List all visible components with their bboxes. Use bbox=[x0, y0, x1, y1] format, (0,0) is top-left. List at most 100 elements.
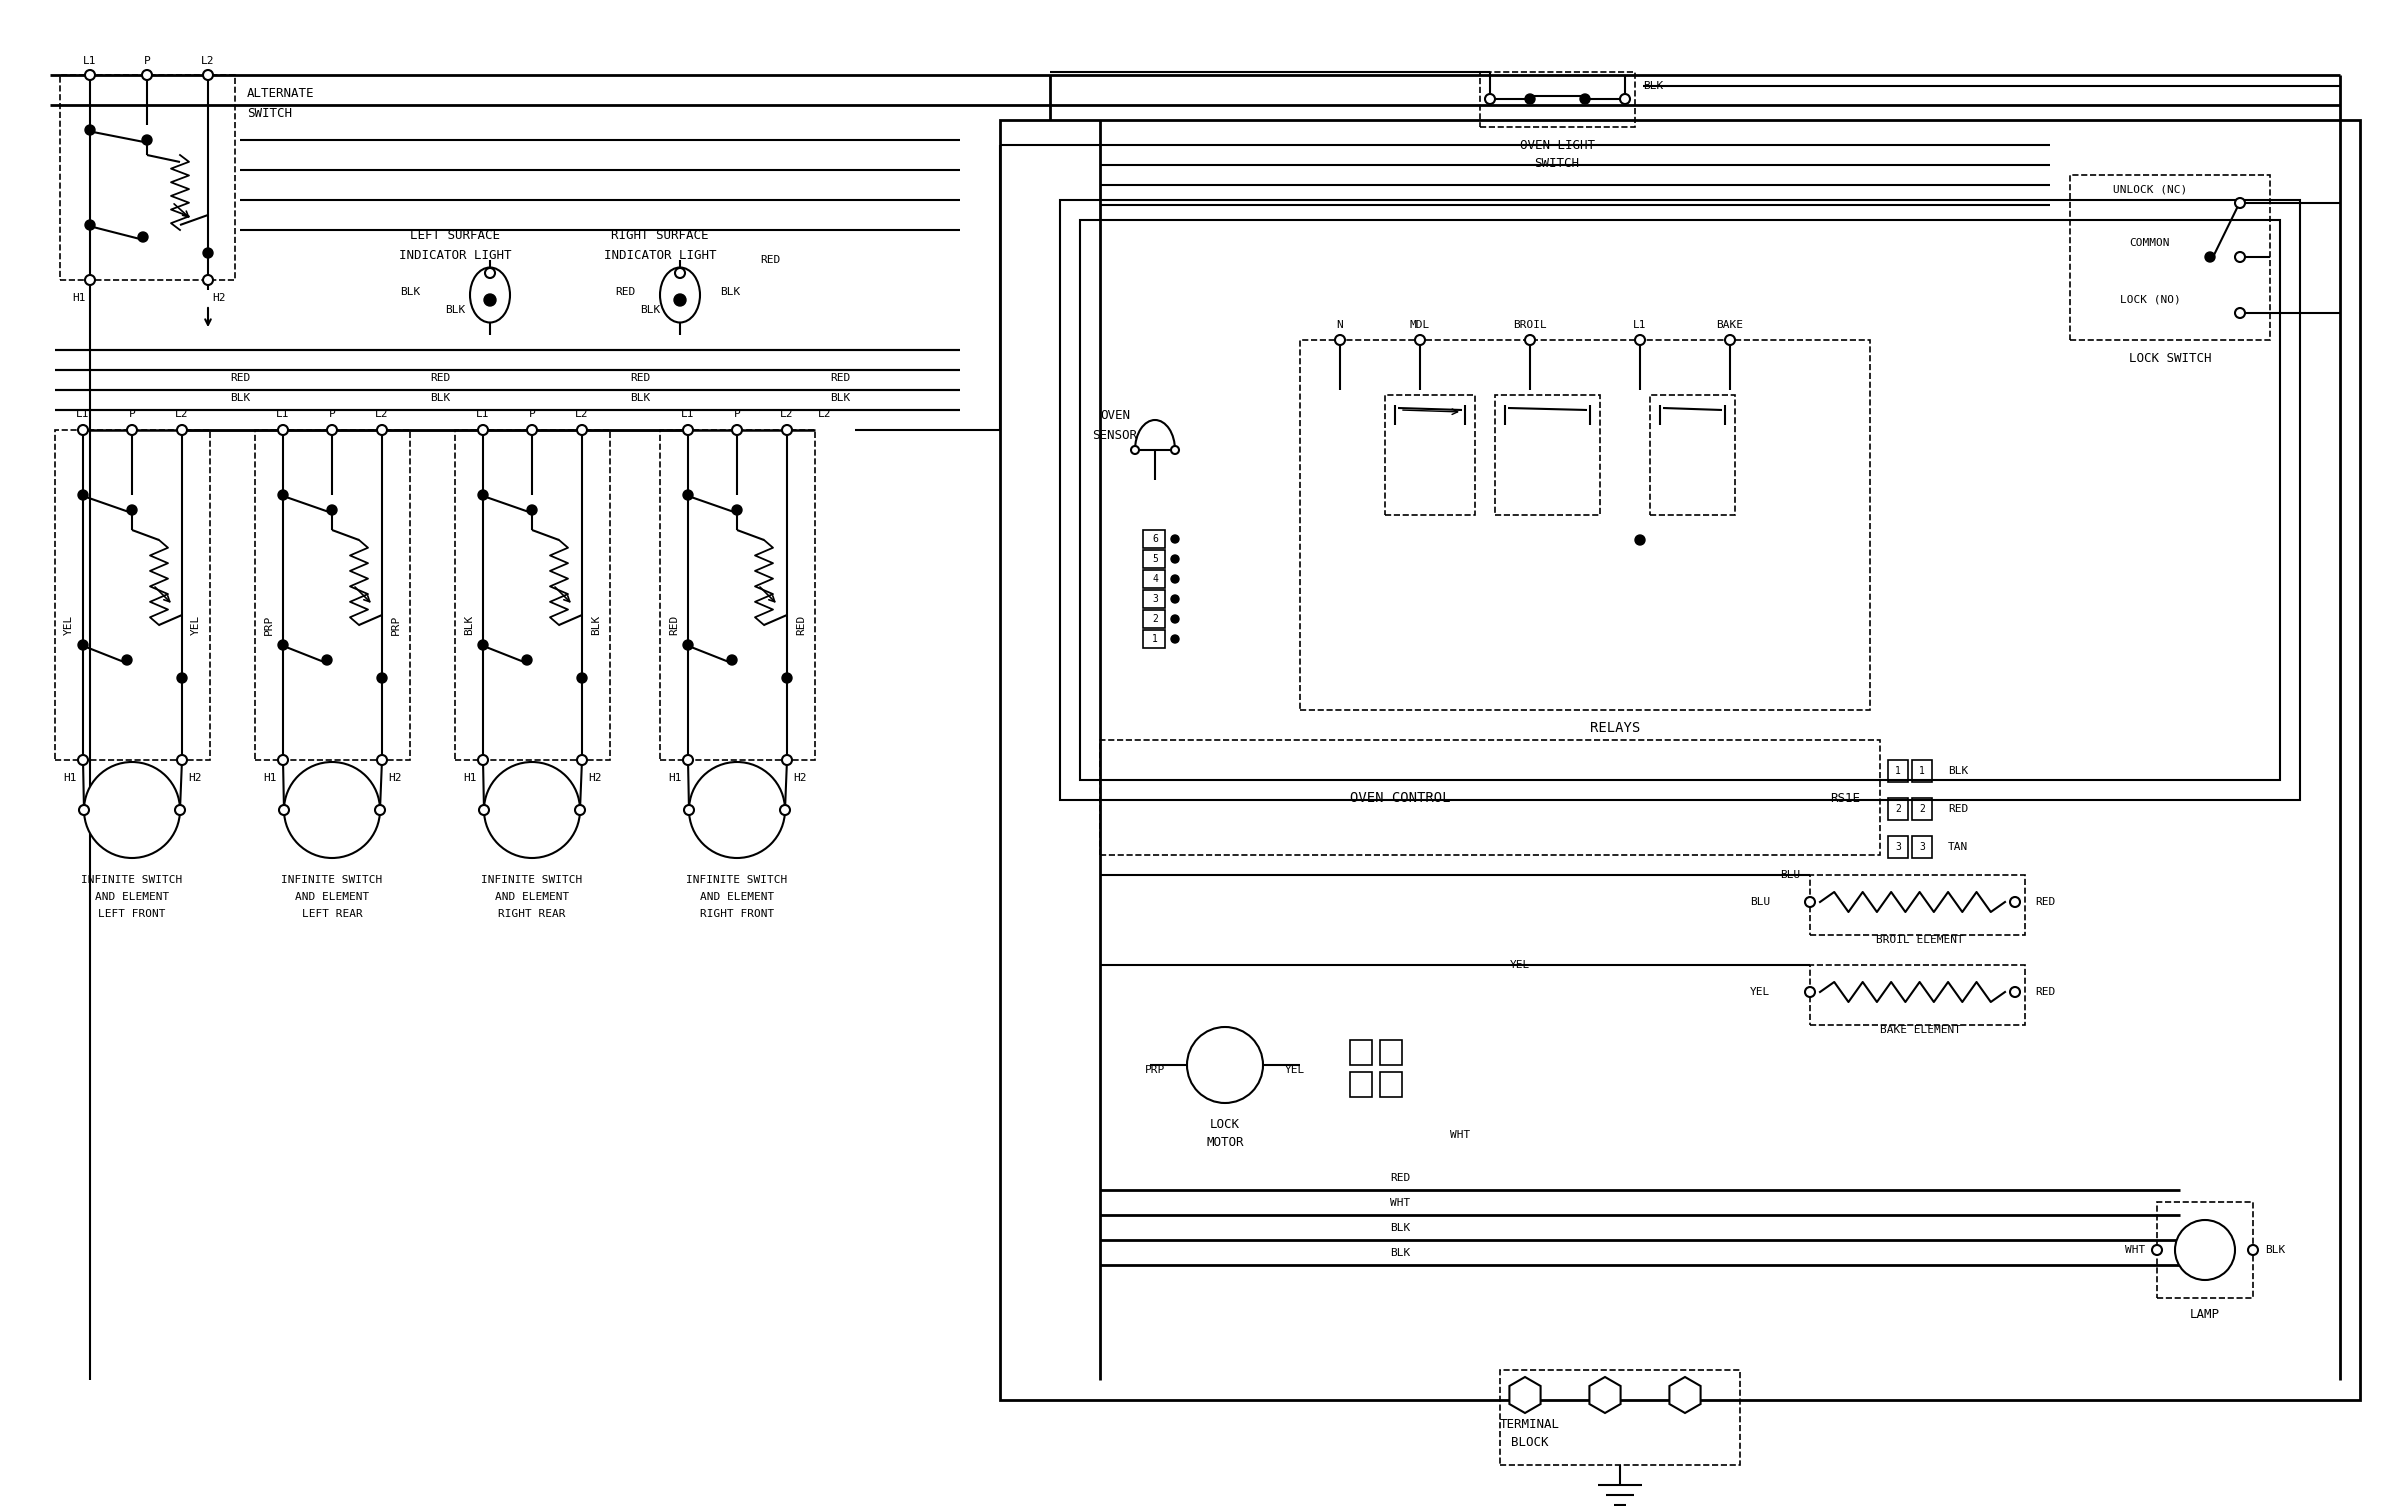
Circle shape bbox=[127, 425, 136, 435]
Circle shape bbox=[86, 125, 96, 136]
Bar bbox=[1810, 875, 2025, 935]
Circle shape bbox=[376, 755, 388, 765]
Circle shape bbox=[527, 425, 536, 435]
Text: INFINITE SWITCH: INFINITE SWITCH bbox=[81, 875, 182, 886]
Text: 2: 2 bbox=[1152, 614, 1159, 623]
Circle shape bbox=[79, 640, 89, 651]
Text: INDICATOR LIGHT: INDICATOR LIGHT bbox=[603, 248, 716, 262]
Circle shape bbox=[323, 655, 333, 666]
Text: 1: 1 bbox=[1152, 634, 1159, 645]
Bar bbox=[1350, 1041, 1372, 1065]
Bar bbox=[1001, 120, 2360, 1401]
Text: BAKE: BAKE bbox=[1716, 319, 1743, 330]
Text: 6: 6 bbox=[1152, 535, 1159, 544]
Text: AND ELEMENT: AND ELEMENT bbox=[96, 892, 170, 902]
Text: L1: L1 bbox=[77, 410, 89, 419]
Circle shape bbox=[1171, 636, 1178, 643]
Text: RED: RED bbox=[668, 614, 680, 636]
Text: 5: 5 bbox=[1152, 554, 1159, 565]
Text: AND ELEMENT: AND ELEMENT bbox=[496, 892, 570, 902]
Circle shape bbox=[79, 489, 89, 500]
Circle shape bbox=[285, 762, 381, 858]
Text: WHT: WHT bbox=[1451, 1130, 1470, 1140]
Text: SENSOR: SENSOR bbox=[1092, 429, 1137, 441]
Text: INDICATOR LIGHT: INDICATOR LIGHT bbox=[400, 248, 512, 262]
Circle shape bbox=[780, 806, 790, 815]
Text: RED: RED bbox=[831, 373, 850, 383]
Circle shape bbox=[376, 425, 388, 435]
Circle shape bbox=[177, 673, 187, 684]
Text: H2: H2 bbox=[589, 773, 601, 783]
Bar bbox=[1913, 798, 1932, 819]
Text: MOTOR: MOTOR bbox=[1207, 1137, 1245, 1149]
Bar bbox=[455, 431, 610, 761]
Circle shape bbox=[1415, 334, 1424, 345]
Text: L2: L2 bbox=[376, 410, 388, 419]
Bar bbox=[60, 75, 235, 280]
Text: PRP: PRP bbox=[263, 614, 273, 636]
Bar bbox=[1479, 72, 1635, 127]
Circle shape bbox=[2236, 309, 2246, 318]
Text: ALTERNATE: ALTERNATE bbox=[247, 86, 314, 99]
Bar bbox=[2071, 175, 2270, 340]
Text: H2: H2 bbox=[388, 773, 402, 783]
Text: BAKE ELEMENT: BAKE ELEMENT bbox=[1879, 1026, 1961, 1035]
Text: RED: RED bbox=[615, 288, 634, 297]
Ellipse shape bbox=[661, 268, 699, 322]
Circle shape bbox=[2176, 1220, 2236, 1280]
Circle shape bbox=[1635, 535, 1645, 545]
Text: LOCK SWITCH: LOCK SWITCH bbox=[2128, 351, 2212, 364]
Bar bbox=[1810, 965, 2025, 1026]
Circle shape bbox=[1171, 556, 1178, 563]
Text: H1: H1 bbox=[668, 773, 682, 783]
Text: 4: 4 bbox=[1152, 574, 1159, 584]
Text: 2: 2 bbox=[1896, 804, 1901, 815]
Bar bbox=[1913, 836, 1932, 858]
Text: SWITCH: SWITCH bbox=[247, 107, 292, 119]
Text: SWITCH: SWITCH bbox=[1535, 157, 1580, 170]
Circle shape bbox=[575, 806, 584, 815]
Circle shape bbox=[141, 136, 151, 145]
Circle shape bbox=[486, 268, 496, 279]
Text: RED: RED bbox=[630, 373, 651, 383]
Text: H1: H1 bbox=[464, 773, 476, 783]
Text: N: N bbox=[1336, 319, 1343, 330]
Text: H2: H2 bbox=[792, 773, 807, 783]
Circle shape bbox=[685, 806, 694, 815]
Circle shape bbox=[280, 806, 290, 815]
Text: PRP: PRP bbox=[1144, 1065, 1166, 1075]
Text: INFINITE SWITCH: INFINITE SWITCH bbox=[481, 875, 582, 886]
Bar bbox=[1142, 630, 1166, 648]
Circle shape bbox=[376, 806, 385, 815]
Circle shape bbox=[479, 489, 488, 500]
Circle shape bbox=[479, 806, 488, 815]
Text: L1: L1 bbox=[1633, 319, 1647, 330]
Bar bbox=[1142, 569, 1166, 587]
Text: INFINITE SWITCH: INFINITE SWITCH bbox=[282, 875, 383, 886]
Text: YEL: YEL bbox=[192, 614, 201, 636]
Circle shape bbox=[527, 505, 536, 515]
Circle shape bbox=[1336, 334, 1345, 345]
Text: L1: L1 bbox=[682, 410, 694, 419]
Text: BLK: BLK bbox=[1391, 1223, 1410, 1233]
Circle shape bbox=[577, 673, 587, 684]
Text: OVEN LIGHT: OVEN LIGHT bbox=[1520, 139, 1594, 152]
Bar bbox=[1142, 610, 1166, 628]
Bar bbox=[1494, 395, 1599, 515]
Circle shape bbox=[733, 505, 742, 515]
Text: LOCK (NO): LOCK (NO) bbox=[2119, 294, 2181, 304]
Circle shape bbox=[479, 425, 488, 435]
Text: H2: H2 bbox=[213, 294, 225, 303]
Circle shape bbox=[278, 640, 287, 651]
Bar bbox=[1889, 798, 1908, 819]
Bar bbox=[1099, 739, 1879, 855]
Circle shape bbox=[177, 755, 187, 765]
Text: RIGHT FRONT: RIGHT FRONT bbox=[699, 910, 773, 919]
Circle shape bbox=[1187, 1027, 1264, 1102]
Circle shape bbox=[1171, 535, 1178, 544]
Circle shape bbox=[783, 673, 792, 684]
Circle shape bbox=[203, 276, 213, 285]
Text: OVEN: OVEN bbox=[1099, 408, 1130, 422]
Bar bbox=[1350, 1072, 1372, 1096]
Text: LEFT SURFACE: LEFT SURFACE bbox=[409, 229, 500, 241]
